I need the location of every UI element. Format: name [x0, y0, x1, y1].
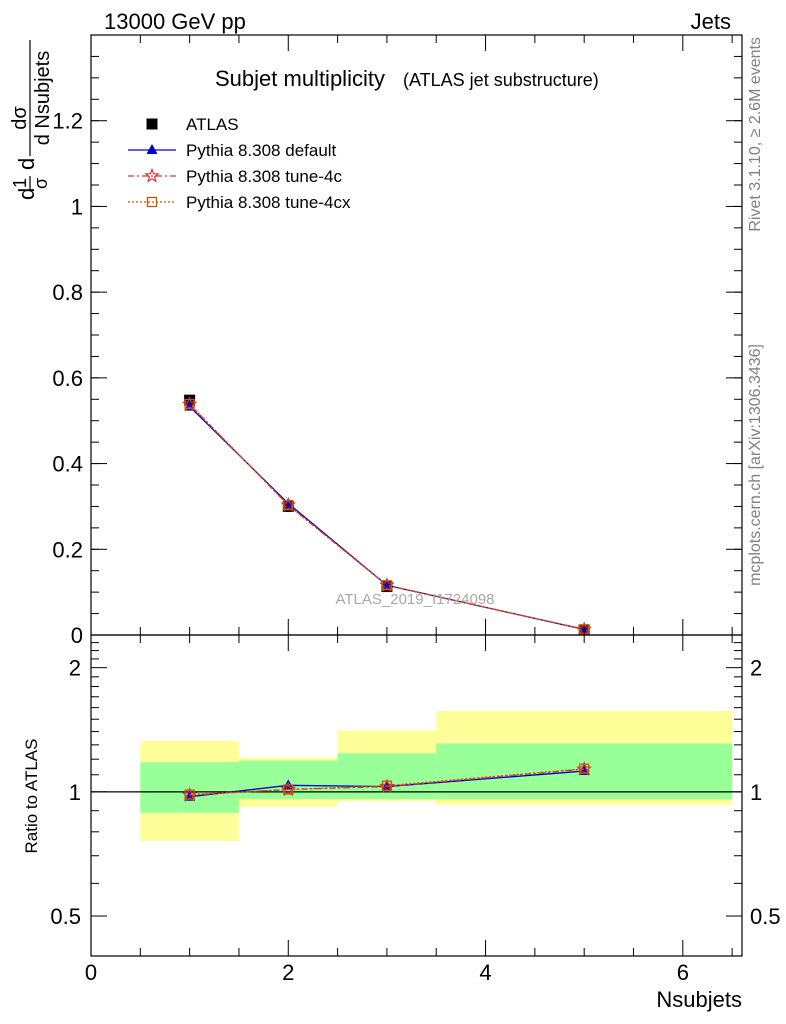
rivet-version-label: Rivet 3.1.10, ≥ 2.6M events [747, 37, 764, 232]
legend-marker [146, 196, 158, 208]
ratio-y-tick-label: 1 [69, 780, 81, 805]
ratio-point [381, 780, 393, 791]
ratio-y-axis-label: Ratio to ATLAS [22, 739, 41, 854]
y-label-prefix-d-bottom: d [14, 158, 39, 170]
data-point [184, 398, 195, 410]
series-pythia-8-308-tune-4cx [189, 403, 585, 631]
y-tick-label: 0.8 [52, 280, 83, 305]
ratio-line [189, 768, 585, 796]
legend-item-atlas: ATLAS [146, 115, 239, 134]
data-point [283, 499, 294, 511]
ratio-panel: 0.5 0.5 1 1 2 2 0 2 4 6 [50, 634, 781, 985]
ratio-point [579, 763, 590, 774]
data-point [282, 497, 294, 508]
y-tick-label: 0 [71, 623, 83, 648]
ratio-y-tick-label: 2 [69, 656, 81, 681]
legend-item-pythia-8-308-tune-4c: Pythia 8.308 tune-4c [128, 167, 342, 186]
x-tick-label: 6 [677, 960, 689, 985]
ratio-line [189, 770, 585, 798]
markers-pythia-8-308-tune-4cx [184, 398, 590, 635]
legend-label: ATLAS [186, 115, 239, 134]
x-axis-label: Nsubjets [656, 987, 742, 1012]
legend-marker [146, 118, 158, 130]
ratio-y-tick-label-right: 0.5 [750, 904, 781, 929]
ratio-point [184, 789, 195, 800]
y-label-prefix-d-top: d [14, 188, 39, 200]
ratio-y-tick-label: 0.5 [50, 904, 81, 929]
main-panel: 0 0.2 0.4 0.6 0.8 1 1.2 Subjet multiplicity (A… [52, 34, 743, 648]
legend-label: Pythia 8.308 default [186, 141, 337, 160]
y-tick-label: 0.6 [52, 366, 83, 391]
watermark-label: ATLAS_2019_I1724098 [335, 591, 494, 608]
legend-marker [144, 167, 160, 183]
chart-title: Subjet multiplicity [215, 66, 385, 91]
legend-label: Pythia 8.308 tune-4c [186, 167, 342, 186]
y-tick-label: 0.4 [52, 452, 83, 477]
y-label-prefix-denominator: σ [31, 178, 51, 189]
y-label-denominator: d Nsubjets [32, 51, 54, 146]
ratio-point [283, 784, 294, 795]
legend: ATLAS Pythia 8.308 default Pythia 8.308 tu… [128, 115, 351, 212]
x-tick-label: 4 [479, 960, 491, 985]
header-process-label: Jets [691, 9, 731, 34]
legend-label: Pythia 8.308 tune-4cx [186, 193, 351, 212]
y-tick-label: 1.2 [52, 109, 83, 134]
ratio-line [189, 768, 585, 796]
ratio-y-tick-label-right: 2 [750, 656, 762, 681]
data-point [381, 580, 393, 591]
ratio-series-pythia-8-308-tune-4cx [184, 763, 590, 800]
mcplots-reference-label: mcplots.cern.ch [arXiv:1306.3436] [747, 344, 764, 586]
series-line [189, 403, 585, 631]
y-label-prefix-numerator: 1 [10, 178, 30, 188]
y-tick-label: 1 [71, 194, 83, 219]
ratio-y-tick-label-right: 1 [750, 780, 762, 805]
y-tick-label: 0.2 [52, 537, 83, 562]
y-axis-label: d 1 σ d dσ d Nsubjets [9, 40, 54, 200]
legend-marker [146, 144, 158, 154]
x-tick-label: 0 [85, 960, 97, 985]
x-tick-label: 2 [282, 960, 294, 985]
chart-subtitle: (ATLAS jet substructure) [403, 70, 599, 90]
legend-item-pythia-8-308-tune-4cx: Pythia 8.308 tune-4cx [128, 193, 351, 212]
legend-item-pythia-8-308-default: Pythia 8.308 default [128, 141, 337, 160]
header-energy-label: 13000 GeV pp [104, 9, 246, 34]
y-label-numerator: dσ [9, 106, 31, 130]
